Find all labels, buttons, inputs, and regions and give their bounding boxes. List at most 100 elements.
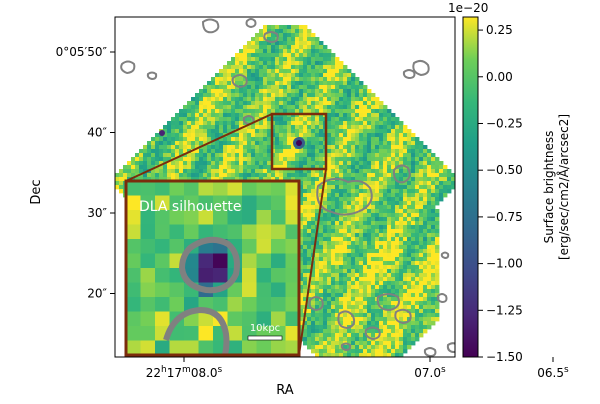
map-pixel <box>303 173 308 178</box>
map-pixel <box>371 249 376 254</box>
map-pixel <box>299 237 304 242</box>
map-pixel <box>267 157 272 162</box>
map-pixel <box>235 113 240 118</box>
map-pixel <box>279 73 284 78</box>
map-pixel <box>347 109 352 114</box>
map-pixel <box>427 157 432 162</box>
inset-pixel <box>140 282 156 298</box>
map-pixel <box>299 241 304 246</box>
map-pixel <box>255 97 260 102</box>
map-pixel <box>211 133 216 138</box>
map-pixel <box>211 81 216 86</box>
map-pixel <box>351 209 356 214</box>
map-pixel <box>335 73 340 78</box>
map-pixel <box>275 61 280 66</box>
map-pixel <box>367 205 372 210</box>
map-pixel <box>311 49 316 54</box>
map-pixel <box>311 281 316 286</box>
map-pixel <box>251 81 256 86</box>
map-pixel <box>163 169 168 174</box>
map-pixel <box>355 305 360 310</box>
map-pixel <box>355 265 360 270</box>
map-pixel <box>223 129 228 134</box>
map-pixel <box>403 281 408 286</box>
map-pixel <box>271 89 276 94</box>
map-pixel <box>419 205 424 210</box>
map-pixel <box>275 29 280 34</box>
map-pixel <box>303 225 308 230</box>
map-pixel <box>395 249 400 254</box>
map-pixel <box>319 313 324 318</box>
map-pixel <box>359 269 364 274</box>
map-pixel <box>183 177 188 182</box>
map-pixel <box>415 161 420 166</box>
map-pixel <box>359 349 364 354</box>
map-pixel <box>311 269 316 274</box>
map-pixel <box>351 249 356 254</box>
map-pixel <box>199 129 204 134</box>
map-pixel <box>307 81 312 86</box>
map-pixel <box>355 249 360 254</box>
map-pixel <box>123 165 128 170</box>
map-pixel <box>379 261 384 266</box>
map-pixel <box>235 65 240 70</box>
map-pixel <box>223 149 228 154</box>
map-pixel <box>235 61 240 66</box>
map-pixel <box>227 69 232 74</box>
map-pixel <box>263 177 268 182</box>
map-pixel <box>427 241 432 246</box>
map-pixel <box>423 309 428 314</box>
map-pixel <box>415 309 420 314</box>
map-pixel <box>379 221 384 226</box>
map-pixel <box>415 213 420 218</box>
map-pixel <box>315 241 320 246</box>
map-pixel <box>407 181 412 186</box>
map-pixel <box>371 265 376 270</box>
map-pixel <box>299 45 304 50</box>
map-pixel <box>207 89 212 94</box>
map-pixel <box>327 277 332 282</box>
map-pixel <box>323 329 328 334</box>
map-pixel <box>383 245 388 250</box>
map-pixel <box>363 285 368 290</box>
map-pixel <box>403 293 408 298</box>
map-pixel <box>331 193 336 198</box>
map-pixel <box>347 173 352 178</box>
map-pixel <box>391 269 396 274</box>
map-pixel <box>359 253 364 258</box>
map-pixel <box>243 93 248 98</box>
map-pixel <box>275 93 280 98</box>
map-pixel <box>351 221 356 226</box>
map-pixel <box>415 297 420 302</box>
map-pixel <box>287 141 292 146</box>
map-pixel <box>299 53 304 58</box>
x-tick-label: 22h17m08.0s <box>146 365 223 380</box>
map-pixel <box>391 153 396 158</box>
map-pixel <box>387 213 392 218</box>
map-pixel <box>347 261 352 266</box>
map-pixel <box>203 165 208 170</box>
map-pixel <box>403 193 408 198</box>
map-pixel <box>243 177 248 182</box>
map-pixel <box>375 317 380 322</box>
map-pixel <box>243 161 248 166</box>
map-pixel <box>215 145 220 150</box>
map-pixel <box>339 97 344 102</box>
map-pixel <box>391 181 396 186</box>
map-pixel <box>139 165 144 170</box>
map-pixel <box>343 117 348 122</box>
inset-pixel <box>285 268 299 283</box>
map-pixel <box>291 85 296 90</box>
map-pixel <box>275 105 280 110</box>
map-pixel <box>211 153 216 158</box>
map-pixel <box>199 161 204 166</box>
map-pixel <box>135 169 140 174</box>
map-pixel <box>163 165 168 170</box>
map-pixel <box>415 261 420 266</box>
map-pixel <box>323 289 328 294</box>
map-pixel <box>199 137 204 142</box>
map-pixel <box>215 141 220 146</box>
map-pixel <box>375 325 380 330</box>
map-pixel <box>367 253 372 258</box>
map-pixel <box>363 177 368 182</box>
